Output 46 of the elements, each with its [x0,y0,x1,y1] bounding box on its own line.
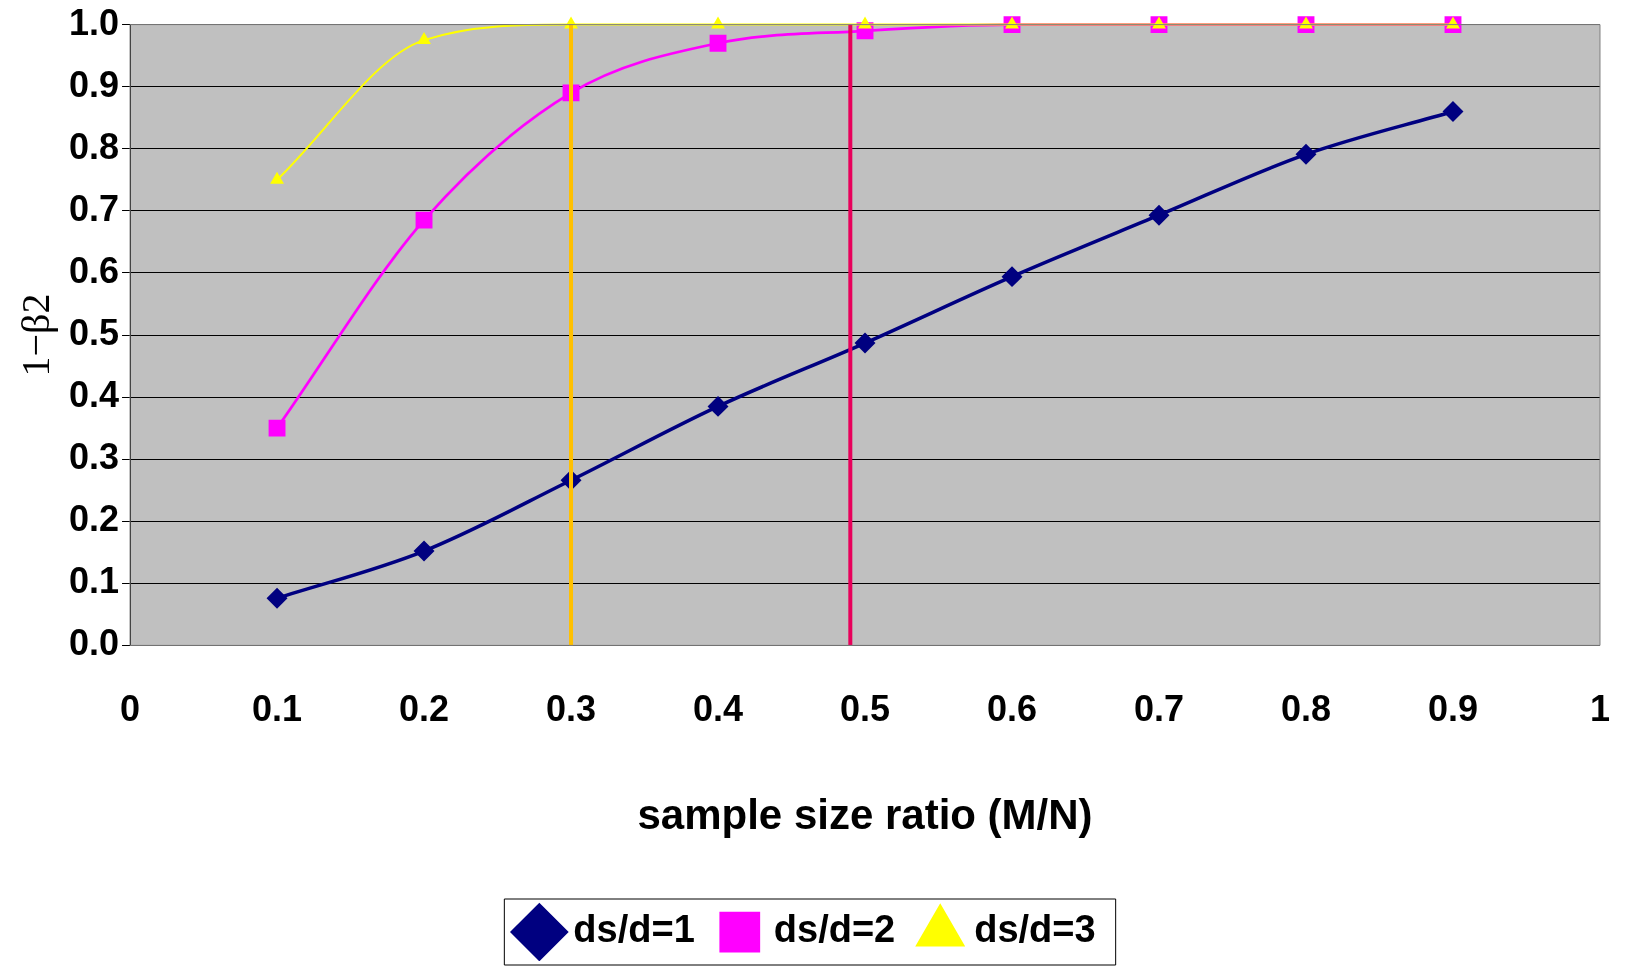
x-tick-label: 0.5 [839,687,891,729]
y-tick-label: 0.0 [69,622,120,664]
x-tick-label: 1 [1589,687,1610,729]
point [708,396,728,417]
legend-label: ds/d=3 [974,908,1096,951]
point [415,211,433,229]
point [268,419,286,437]
point [1002,266,1022,287]
x-tick-label: 0 [120,687,141,729]
point [1152,17,1166,29]
point [414,541,434,561]
y-tick-label: 0.6 [69,249,120,291]
x-axis-title: sample size ratio (M/N) [637,791,1093,839]
point [1299,17,1313,29]
legend-label: ds/d=1 [573,908,695,951]
point [855,333,875,353]
y-tick-label: 0.1 [69,560,120,602]
point [858,17,872,29]
point [1296,144,1316,165]
point [1149,205,1169,225]
point [1443,101,1463,122]
y-axis-title: 1−β2 [12,293,58,377]
point [709,34,727,52]
y-tick-label: 0.5 [69,311,120,353]
y-tick-label: 0.9 [69,63,120,105]
y-tick-label: 0.2 [69,498,120,540]
y-tick-label: 0.7 [69,187,120,229]
x-tick-label: 0.6 [986,687,1038,729]
x-tick-label: 0.2 [399,687,450,729]
point [711,17,725,29]
x-tick-label: 0.9 [1427,687,1479,729]
point [1005,17,1019,29]
x-tick-label: 0.8 [1280,687,1332,729]
y-tick-label: 0.4 [69,374,120,415]
x-tick-label: 0.3 [546,687,597,729]
x-tick-label: 0.4 [693,687,744,729]
legend-label: ds/d=2 [773,908,896,951]
y-tick-label: 0.3 [69,436,120,478]
point [270,172,284,184]
x-tick-label: 0.1 [252,687,303,729]
point [1446,17,1460,29]
y-tick-label: 0.8 [69,125,120,167]
y-tick-label: 1.0 [69,1,120,43]
point [417,33,431,45]
point [267,588,287,608]
x-tick-label: 0.7 [1133,687,1185,729]
